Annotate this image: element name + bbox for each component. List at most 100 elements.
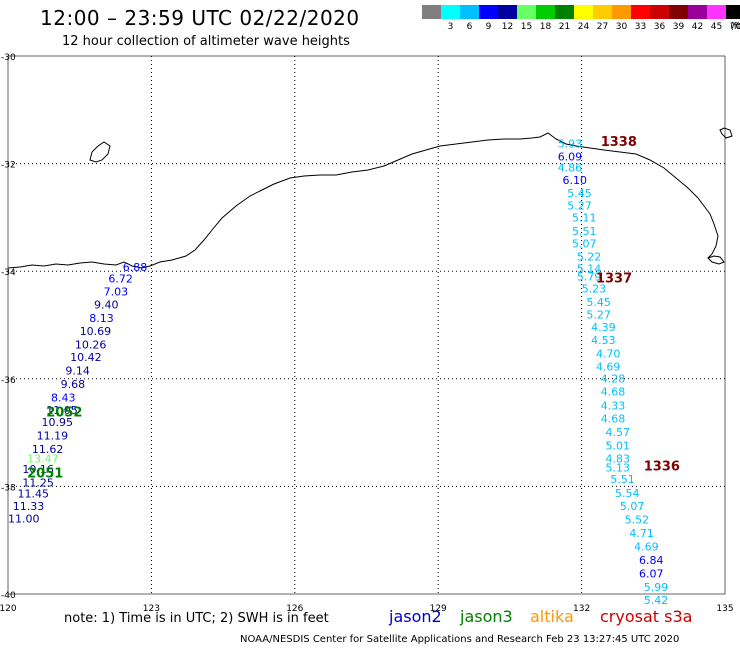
legend-tick-label: 39 bbox=[673, 22, 685, 32]
swh-value: 4.57 bbox=[606, 426, 631, 439]
swh-value: 8.13 bbox=[89, 312, 114, 325]
legend-swatch bbox=[612, 5, 631, 19]
swh-value: 6.72 bbox=[108, 272, 133, 285]
swh-value: 13.47 bbox=[27, 453, 59, 466]
lon-tick-label: 129 bbox=[430, 604, 447, 614]
legend-swatch bbox=[517, 5, 536, 19]
legend-tick-label: 45 bbox=[711, 22, 722, 32]
pass-number-label: 1338 bbox=[601, 135, 637, 150]
pass-number-label: 2052 bbox=[46, 405, 82, 420]
legend-swatch bbox=[650, 5, 669, 19]
swh-value: 5.13 bbox=[606, 461, 631, 474]
legend-swatch bbox=[726, 5, 740, 19]
lon-tick-label: 123 bbox=[143, 604, 160, 614]
swh-value: 5.51 bbox=[572, 225, 597, 238]
recherche-island-outline bbox=[89, 141, 111, 163]
swh-value: 6.84 bbox=[639, 554, 664, 567]
swh-value: 6.07 bbox=[639, 567, 664, 580]
legend-tick-label: 36 bbox=[654, 22, 666, 32]
swh-value: 5.01 bbox=[606, 439, 631, 452]
footer-note: note: 1) Time is in UTC; 2) SWH is in fe… bbox=[64, 611, 329, 626]
swh-value: 4.53 bbox=[591, 334, 616, 347]
swh-value: 4.69 bbox=[634, 540, 659, 553]
swh-value: 5.27 bbox=[567, 199, 592, 212]
sat-legend-altika: altika bbox=[530, 607, 574, 626]
legend-tick-label: 24 bbox=[578, 22, 590, 32]
legend-tick-label: 70 bbox=[730, 22, 740, 32]
legend-tick-label: 27 bbox=[597, 22, 608, 32]
swh-value: 5.79 bbox=[577, 270, 602, 283]
swh-value: 5.42 bbox=[644, 594, 669, 607]
swh-value: 9.14 bbox=[65, 364, 90, 377]
swh-value: 4.71 bbox=[629, 527, 654, 540]
map-frame bbox=[7, 55, 726, 595]
lon-tick-label: 135 bbox=[716, 604, 733, 614]
legend-swatch bbox=[669, 5, 688, 19]
pass-number-label: 2051 bbox=[27, 466, 63, 481]
altimeter-tracks: 5.936.094.866.105.455.275.115.515.075.22… bbox=[8, 135, 680, 607]
lat-tick-label: -30 bbox=[1, 53, 16, 63]
lat-lon-grid bbox=[8, 56, 725, 594]
sat-legend-jason2: jason2 bbox=[389, 607, 442, 626]
legend-swatch bbox=[460, 5, 479, 19]
sat-legend-cryosat: cryosat s3a bbox=[600, 607, 693, 626]
swh-value: 4.68 bbox=[601, 385, 626, 398]
legend-tick-label: 42 bbox=[692, 22, 703, 32]
swh-value: 4.70 bbox=[596, 347, 621, 360]
swh-value: 8.43 bbox=[51, 391, 76, 404]
swh-value: 10.26 bbox=[75, 339, 107, 352]
swh-value: 4.28 bbox=[601, 373, 626, 386]
lat-tick-label: -36 bbox=[1, 376, 16, 386]
legend-tick-label: 33 bbox=[635, 22, 646, 32]
swh-value: 10.16 bbox=[22, 463, 54, 476]
swh-value: 5.14 bbox=[577, 262, 602, 275]
swh-value: 6.88 bbox=[123, 261, 148, 274]
eyre-island-outline bbox=[719, 127, 733, 139]
legend-swatch bbox=[422, 5, 441, 19]
page-subtitle: 12 hour collection of altimeter wave hei… bbox=[62, 34, 350, 49]
swh-value: 11.05 bbox=[46, 404, 78, 417]
lat-tick-label: -34 bbox=[1, 268, 16, 278]
pass-number-label: 1336 bbox=[644, 459, 680, 474]
swh-value: 5.93 bbox=[558, 137, 583, 150]
legend-swatch bbox=[574, 5, 593, 19]
legend-swatch bbox=[555, 5, 574, 19]
legend-tick-label: 30 bbox=[616, 22, 628, 32]
legend-unit: (ft) bbox=[730, 22, 740, 32]
swh-value: 11.33 bbox=[13, 500, 45, 513]
legend-swatch bbox=[688, 5, 707, 19]
swh-value: 5.99 bbox=[644, 581, 669, 594]
sat-legend-jason3: jason3 bbox=[460, 607, 513, 626]
legend-tick-label: 18 bbox=[540, 22, 552, 32]
swh-value: 11.25 bbox=[22, 476, 54, 489]
swh-value: 10.95 bbox=[41, 416, 73, 429]
coastline bbox=[7, 132, 719, 269]
swh-value: 5.22 bbox=[577, 250, 602, 263]
swh-value: 5.52 bbox=[625, 514, 650, 527]
swh-value: 6.10 bbox=[562, 174, 587, 187]
kangaroo-island-outline bbox=[707, 255, 725, 265]
swh-value: 4.33 bbox=[601, 399, 626, 412]
swh-value: 5.51 bbox=[610, 473, 635, 486]
lat-tick-label: -38 bbox=[1, 483, 16, 493]
lat-tick-label: -32 bbox=[1, 161, 16, 171]
legend-swatch bbox=[479, 5, 498, 19]
swh-value: 10.69 bbox=[80, 325, 112, 338]
legend-tick-label: 15 bbox=[521, 22, 532, 32]
legend-swatch bbox=[498, 5, 517, 19]
swh-value: 4.86 bbox=[558, 162, 583, 175]
swh-value: 10.42 bbox=[70, 351, 102, 364]
lon-tick-label: 126 bbox=[286, 604, 303, 614]
swh-value: 4.69 bbox=[596, 361, 621, 374]
legend-tick-label: 6 bbox=[467, 22, 473, 32]
swh-value: 7.03 bbox=[104, 285, 129, 298]
legend-swatch bbox=[707, 5, 726, 19]
lon-tick-label: 132 bbox=[573, 604, 590, 614]
swh-value: 11.62 bbox=[32, 443, 64, 456]
legend-swatch bbox=[631, 5, 650, 19]
page-title: 12:00 – 23:59 UTC 02/22/2020 bbox=[40, 6, 360, 30]
swh-value: 5.07 bbox=[620, 500, 645, 513]
swh-value: 5.07 bbox=[572, 238, 597, 251]
